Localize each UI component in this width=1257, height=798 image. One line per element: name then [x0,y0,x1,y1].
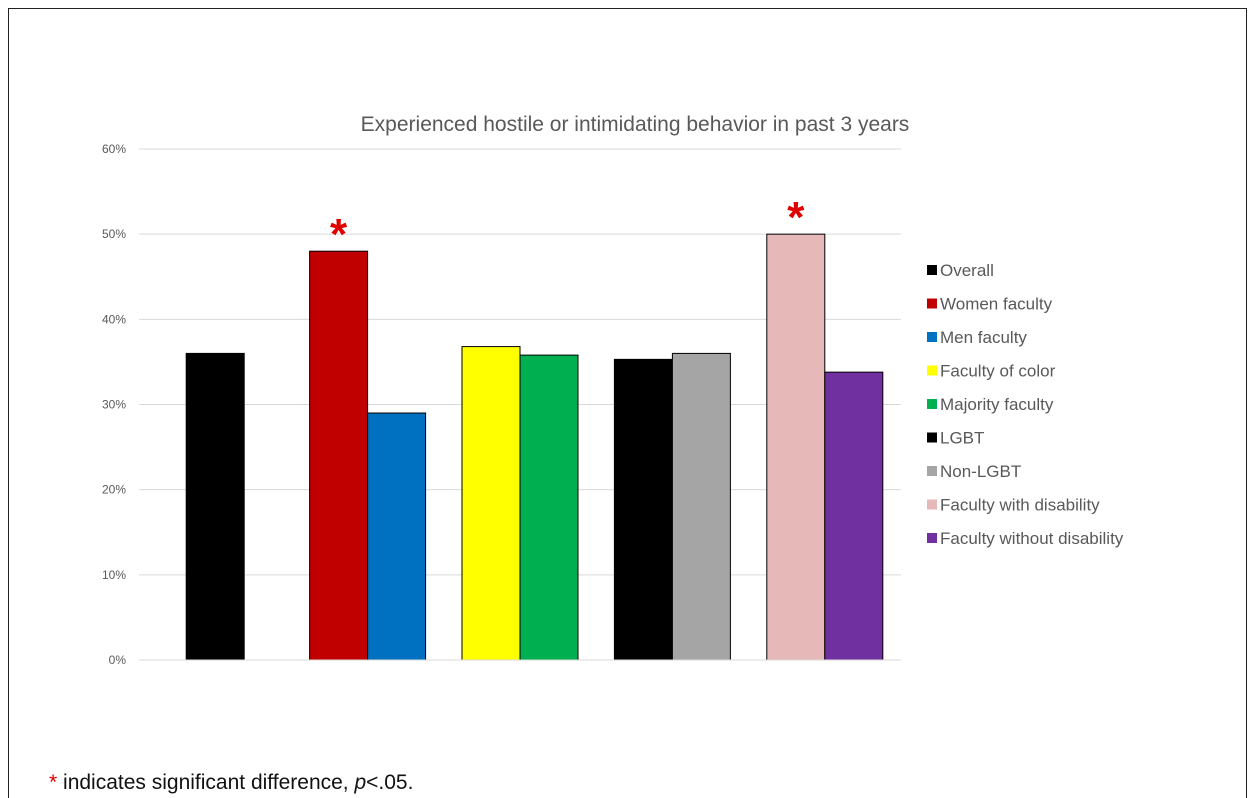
bar-majority-faculty [519,354,579,661]
legend: Overall Women faculty Men faculty Faculty o… [927,261,1124,548]
legend-entry: Majority faculty [940,395,1054,414]
footnote-threshold: <.05. [366,771,414,794]
y-tick-label: 0% [109,653,127,667]
legend-entry: Women faculty [940,295,1053,314]
legend-swatch [927,365,937,376]
bar-lgbt [613,358,673,661]
significance-star: * [787,193,805,242]
legend-entry: Overall [940,261,994,280]
y-tick-label: 60% [102,142,126,156]
y-tick-label: 50% [102,227,126,241]
legend-swatch [927,265,937,275]
legend-swatch [927,399,937,409]
bar-overall [185,352,245,661]
legend-swatch [927,332,937,342]
bar-non-lgbt [671,352,731,661]
bars [185,233,884,661]
significance-star: * [330,210,348,259]
y-tick-label: 20% [102,483,126,497]
chart-title: Experienced hostile or intimidating beha… [361,113,910,136]
legend-swatch [927,533,937,543]
footnote-text: indicates significant difference, [57,771,355,794]
bar-faculty-of-color [461,346,521,661]
legend-swatch [927,298,937,309]
y-tick-label: 30% [102,398,126,412]
bar-chart: Experienced hostile or intimidating beha… [102,113,1124,667]
bar-faculty-with-disability [766,233,826,661]
y-tick-label: 10% [102,568,126,582]
legend-entry: Faculty with disability [940,496,1100,515]
y-axis-ticks: 0% 10% 20% 30% 40% 50% 60% [102,142,126,667]
significance-markers: * * [330,193,805,259]
footnote-p: p [354,771,367,794]
bar-men-faculty [367,412,427,661]
bar-women-faculty [309,250,369,661]
legend-entry: Faculty without disability [940,529,1124,548]
legend-swatch [927,466,937,476]
legend-entry: Men faculty [940,328,1027,347]
footnote: * indicates significant difference, p<.0… [49,771,413,795]
bar-faculty-without-disability [824,371,884,661]
chart-frame: Experienced hostile or intimidating beha… [8,8,1247,798]
legend-entry: Faculty of color [940,362,1056,381]
legend-entry: Non-LGBT [940,462,1021,481]
legend-swatch [927,432,937,443]
footnote-star: * [49,771,58,794]
legend-swatch [927,499,937,510]
y-tick-label: 40% [102,312,126,326]
legend-entry: LGBT [940,429,984,448]
